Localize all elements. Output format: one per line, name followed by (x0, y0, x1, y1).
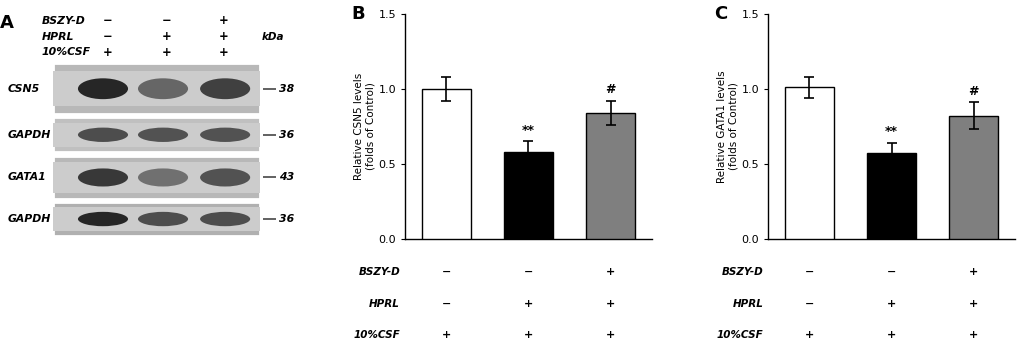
Text: 38: 38 (278, 84, 293, 94)
Text: #: # (605, 84, 615, 97)
Text: +: + (887, 330, 896, 340)
Text: +: + (524, 330, 533, 340)
Text: HPRL: HPRL (42, 32, 74, 41)
Bar (53, 201, 260, 237)
Text: +: + (218, 30, 228, 43)
Text: HPRL: HPRL (369, 299, 399, 309)
Text: BSZY-D: BSZY-D (358, 267, 399, 277)
Text: +: + (218, 46, 228, 59)
Ellipse shape (77, 78, 128, 99)
Text: **: ** (884, 125, 897, 138)
Ellipse shape (138, 128, 187, 142)
Text: GATA1: GATA1 (8, 172, 47, 183)
Text: kDa: kDa (262, 32, 284, 41)
Text: −: − (102, 14, 112, 27)
Ellipse shape (77, 212, 128, 226)
Text: +: + (524, 299, 533, 309)
Text: **: ** (522, 124, 535, 137)
Text: #: # (968, 85, 978, 98)
Text: GAPDH: GAPDH (8, 214, 51, 224)
Text: +: + (218, 14, 228, 27)
Text: −: − (887, 267, 896, 277)
Y-axis label: Relative CSN5 levels
(folds of Control): Relative CSN5 levels (folds of Control) (354, 73, 375, 180)
Text: C: C (713, 5, 727, 23)
Text: +: + (605, 299, 614, 309)
Text: −: − (804, 267, 813, 277)
Bar (949, 116, 998, 239)
Bar (784, 87, 834, 239)
Text: +: + (162, 30, 171, 43)
Ellipse shape (77, 168, 128, 186)
Text: −: − (441, 299, 450, 309)
Text: 36: 36 (278, 130, 293, 140)
Bar (53, 162, 260, 193)
Bar (53, 122, 260, 147)
Ellipse shape (200, 78, 250, 99)
Bar (421, 89, 471, 239)
Ellipse shape (77, 128, 128, 142)
Bar (503, 152, 552, 239)
Ellipse shape (138, 78, 187, 99)
Text: +: + (968, 330, 977, 340)
Text: +: + (162, 46, 171, 59)
Bar (586, 113, 635, 239)
Bar (53, 207, 260, 231)
Text: −: − (524, 267, 533, 277)
Y-axis label: Relative GATA1 levels
(folds of Control): Relative GATA1 levels (folds of Control) (716, 70, 738, 183)
Text: 10%CSF: 10%CSF (42, 47, 91, 57)
Text: 10%CSF: 10%CSF (353, 330, 399, 340)
Ellipse shape (200, 128, 250, 142)
Text: +: + (968, 299, 977, 309)
Text: +: + (605, 330, 614, 340)
Text: +: + (968, 267, 977, 277)
Text: BSZY-D: BSZY-D (42, 16, 86, 26)
Ellipse shape (200, 212, 250, 226)
Text: +: + (605, 267, 614, 277)
Text: −: − (804, 299, 813, 309)
Text: 36: 36 (278, 214, 293, 224)
Text: CSN5: CSN5 (8, 84, 40, 94)
Text: 43: 43 (278, 172, 293, 183)
Text: +: + (887, 299, 896, 309)
Ellipse shape (138, 212, 187, 226)
Text: HPRL: HPRL (732, 299, 762, 309)
Text: −: − (102, 30, 112, 43)
Bar (53, 71, 260, 106)
Text: +: + (804, 330, 813, 340)
Bar (53, 64, 260, 114)
Text: GAPDH: GAPDH (8, 130, 51, 140)
Text: 10%CSF: 10%CSF (715, 330, 762, 340)
Text: +: + (102, 46, 112, 59)
Ellipse shape (200, 168, 250, 186)
Text: −: − (162, 14, 171, 27)
Bar (866, 153, 915, 239)
Text: A: A (0, 14, 13, 32)
Text: −: − (441, 267, 450, 277)
Text: +: + (441, 330, 450, 340)
Text: B: B (351, 5, 364, 23)
Ellipse shape (138, 168, 187, 186)
Text: BSZY-D: BSZY-D (720, 267, 762, 277)
Bar (53, 117, 260, 152)
Bar (53, 155, 260, 199)
